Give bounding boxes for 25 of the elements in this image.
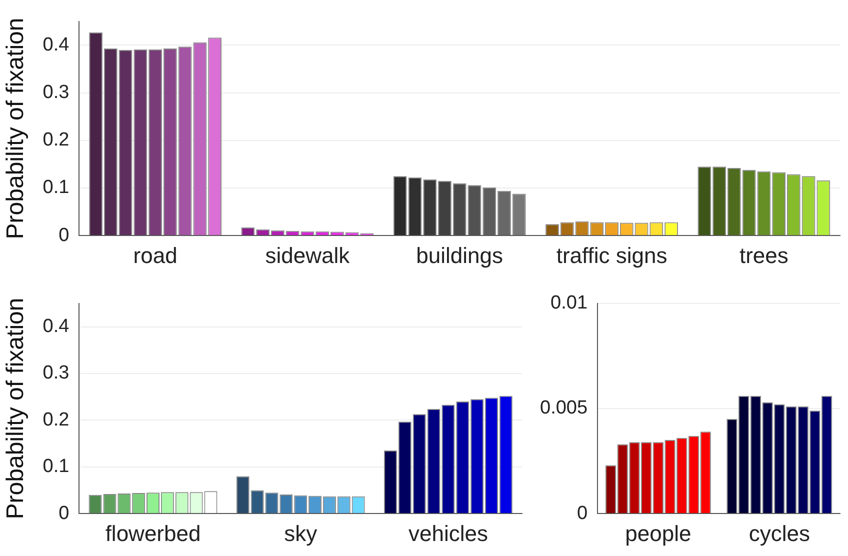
y-axis-title: Probability of fixation [2,298,30,520]
y-tick-label: 0.3 [42,362,70,384]
y-tick-label: 0.1 [42,177,70,198]
y-tick-label: 0.4 [42,34,70,56]
x-tick-label: road [133,242,178,268]
x-tick-label: trees [739,242,788,268]
x-tick-label: buildings [416,242,504,268]
y-tick-label: 0.1 [42,456,70,478]
x-tick-label: people [625,520,692,546]
y-tick-label: 0.4 [42,316,70,337]
y-tick-label: 0 [58,502,70,524]
x-tick-label: traffic signs [556,242,668,268]
x-tick-label: cycles [748,520,810,546]
y-tick-label: 0 [576,502,588,524]
y-axis-title: Probability of fixation [2,18,30,240]
x-tick-label: flowerbed [105,520,201,546]
x-tick-label: sky [284,520,318,546]
x-tick-label: vehicles [408,520,488,546]
x-tick-label: sidewalk [265,242,351,268]
y-tick-label: 0.01 [550,292,588,314]
y-tick-label: 0.2 [42,409,70,430]
y-tick-label: 0.005 [540,398,588,419]
y-tick-label: 0 [58,224,70,246]
y-tick-label: 0.3 [42,82,70,104]
y-tick-label: 0.2 [42,130,70,151]
